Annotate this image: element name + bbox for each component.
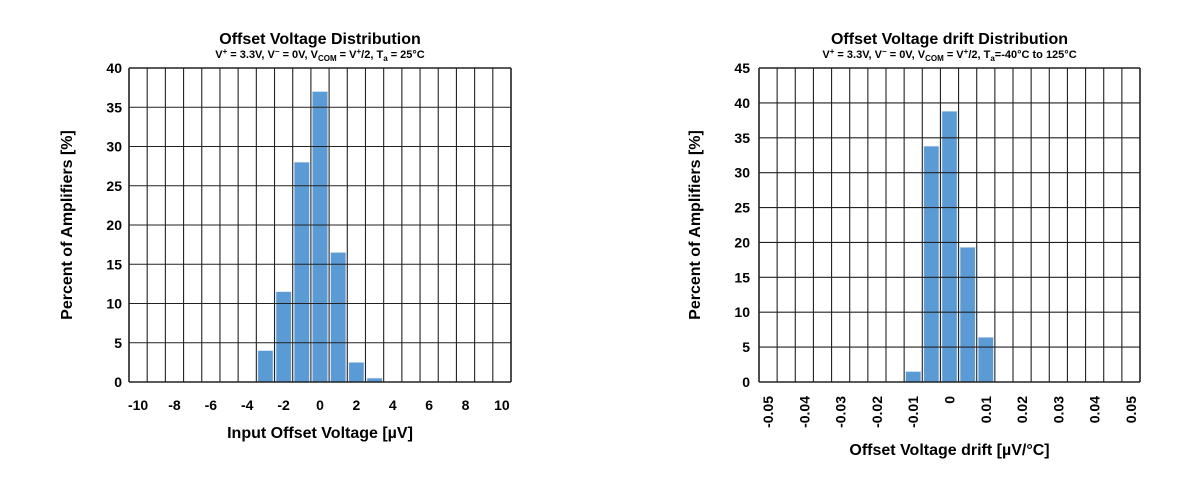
y-tick-label: 25 xyxy=(106,178,122,194)
x-tick-label: 0.04 xyxy=(1087,396,1103,423)
chart-subtitle: V+ = 3.3V, V− = 0V, VCOM = V+/2, Ta = 25… xyxy=(215,47,425,63)
x-tick-label: 0.05 xyxy=(1123,396,1139,423)
y-tick-label: 10 xyxy=(106,296,122,312)
y-axis-label: Percent of Amplifiers [%] xyxy=(687,130,704,320)
histogram-bar xyxy=(257,350,274,383)
subtitle-part: = 3.3V, V xyxy=(834,49,882,61)
x-axis-label: Offset Voltage drift [µV/°C] xyxy=(849,442,1049,459)
subtitle-part: V xyxy=(215,49,223,61)
subtitle-part: COM xyxy=(925,54,944,63)
y-tick-label: 0 xyxy=(742,374,750,390)
y-tick-label: 30 xyxy=(734,165,750,181)
y-tick-label: 40 xyxy=(106,60,122,76)
y-tick-label: 15 xyxy=(734,269,750,285)
x-tick-label: 0.01 xyxy=(978,396,994,423)
subtitle-part: /2, T xyxy=(361,49,383,61)
histogram-bar xyxy=(977,337,994,383)
x-tick-label: 0.03 xyxy=(1050,396,1066,423)
subtitle-part: = 0V, V xyxy=(887,49,926,61)
subtitle-part: =-40°C to 125°C xyxy=(995,49,1077,61)
y-tick-label: 15 xyxy=(106,256,122,272)
subtitle-part: + xyxy=(357,47,362,56)
subtitle-part: + xyxy=(964,47,969,56)
y-tick-label: 40 xyxy=(734,95,750,111)
y-tick-label: 0 xyxy=(114,374,122,390)
histogram-bar xyxy=(293,161,310,383)
subtitle-part: = 0V, V xyxy=(280,49,319,61)
x-tick-label: 6 xyxy=(425,397,433,413)
y-tick-label: 35 xyxy=(734,130,750,146)
x-axis-label: Input Offset Voltage [µV] xyxy=(227,425,413,442)
x-tick-label: -0.05 xyxy=(760,396,776,428)
histogram-bar xyxy=(959,247,976,383)
chart-subtitle: V+ = 3.3V, V− = 0V, VCOM = V+/2, Ta=-40°… xyxy=(822,47,1076,63)
x-tick-label: -0.04 xyxy=(796,396,812,428)
chart-title: Offset Voltage drift Distribution xyxy=(831,31,1068,48)
histogram-bar xyxy=(941,110,958,383)
y-tick-label: 25 xyxy=(734,200,750,216)
subtitle-part: + xyxy=(223,47,228,56)
histogram-bar xyxy=(275,291,292,383)
subtitle-part: a xyxy=(990,54,995,63)
x-tick-label: 0.02 xyxy=(1014,396,1030,423)
subtitle-part: /2, T xyxy=(968,49,990,61)
y-tick-label: 20 xyxy=(734,234,750,250)
subtitle-part: a xyxy=(383,54,388,63)
subtitle-part: − xyxy=(275,47,280,56)
histogram-bar xyxy=(330,252,347,383)
histogram-bar xyxy=(905,371,922,383)
x-tick-label: 2 xyxy=(352,397,360,413)
x-tick-label: -10 xyxy=(128,397,148,413)
x-tick-label: 4 xyxy=(389,397,397,413)
subtitle-part: = 3.3V, V xyxy=(227,49,275,61)
x-tick-label: 0 xyxy=(316,397,324,413)
y-tick-label: 35 xyxy=(106,99,122,115)
histogram-bar xyxy=(312,91,328,383)
subtitle-part: = V xyxy=(944,49,965,61)
x-tick-label: -0.02 xyxy=(869,396,885,428)
y-tick-label: 5 xyxy=(114,335,122,351)
y-tick-label: 45 xyxy=(734,60,750,76)
x-tick-label: -4 xyxy=(241,397,254,413)
subtitle-part: − xyxy=(882,47,887,56)
y-tick-label: 5 xyxy=(742,339,750,355)
chart-title: Offset Voltage Distribution xyxy=(219,31,420,48)
x-tick-label: 0 xyxy=(942,396,958,404)
y-tick-label: 10 xyxy=(734,304,750,320)
y-axis-label: Percent of Amplifiers [%] xyxy=(59,130,76,320)
subtitle-part: = 25°C xyxy=(388,49,425,61)
subtitle-part: COM xyxy=(318,54,337,63)
x-tick-label: -6 xyxy=(205,397,218,413)
subtitle-part: = V xyxy=(337,49,358,61)
subtitle-part: + xyxy=(830,47,835,56)
subtitle-part: V xyxy=(822,49,830,61)
x-tick-label: -8 xyxy=(168,397,181,413)
histogram-bar xyxy=(348,362,365,383)
x-tick-label: -2 xyxy=(277,397,290,413)
x-tick-label: -0.03 xyxy=(833,396,849,428)
x-tick-label: -0.01 xyxy=(905,396,921,428)
y-tick-label: 30 xyxy=(106,139,122,155)
y-tick-label: 20 xyxy=(106,217,122,233)
x-tick-label: 8 xyxy=(462,397,470,413)
x-tick-label: 10 xyxy=(494,397,510,413)
